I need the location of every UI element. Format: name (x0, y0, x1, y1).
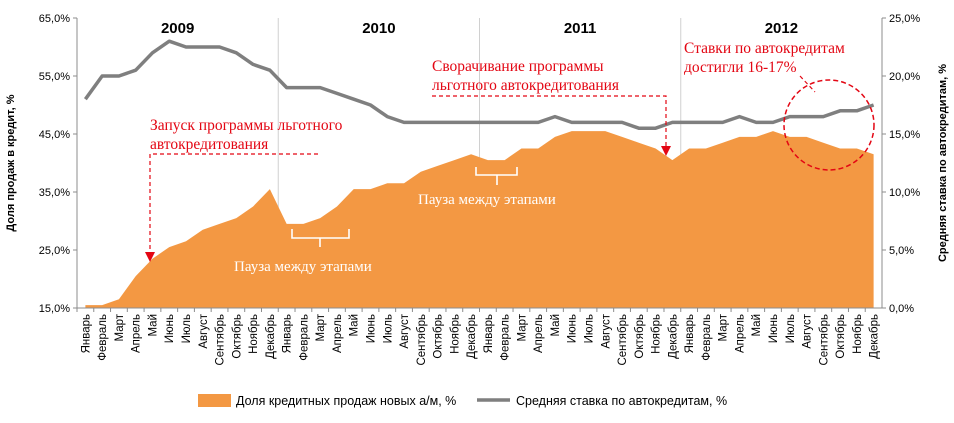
left-tick-label: 65,0% (39, 13, 70, 25)
month-label: Август (802, 313, 814, 348)
annotation-launch-line-1: Запуск программы льготного (150, 117, 343, 134)
month-label: Июль (584, 314, 596, 343)
month-label: Февраль (701, 314, 713, 361)
credit-share-area (85, 131, 874, 308)
right-tick-label: 20,0% (889, 71, 920, 83)
month-label: Февраль (97, 314, 109, 361)
right-tick-label: 5,0% (889, 245, 914, 257)
month-label: Август (600, 313, 612, 348)
month-label: Март (315, 313, 327, 341)
month-label: Май (147, 314, 159, 337)
left-tick-label: 45,0% (39, 129, 70, 141)
month-label: Сентябрь (617, 314, 629, 366)
legend: Доля кредитных продаж новых а/м, % Средн… (198, 394, 727, 408)
annotation-rates-line-2: достигли 16-17% (684, 59, 797, 76)
month-label: Апрель (533, 314, 545, 353)
annotation-rates-line-1: Ставки по автокредитам (684, 40, 845, 57)
month-label: Март (718, 313, 730, 341)
month-label: Март (114, 313, 126, 341)
annotation-rates-connector (799, 75, 816, 93)
pause-annotation-2: Пауза между этапами (418, 167, 556, 208)
right-axis-ticks: 0,0% 5,0% 10,0% 15,0% 20,0% 25,0% (882, 13, 920, 315)
annotation-wind-down: Сворачивание программы льготного автокре… (432, 58, 671, 156)
right-tick-label: 0,0% (889, 303, 914, 315)
month-label: Июль (785, 314, 797, 343)
pause-bracket-2 (475, 167, 518, 185)
month-label: Декабрь (869, 314, 881, 359)
legend-swatch-area (198, 394, 231, 407)
month-label: Июнь (768, 314, 780, 343)
month-label: Январь (684, 314, 696, 353)
month-label: Ноябрь (248, 314, 260, 354)
annotation-launch: Запуск программы льготного автокредитова… (145, 117, 343, 262)
month-label: Октябрь (835, 314, 847, 359)
year-label: 2011 (564, 20, 597, 37)
year-label: 2009 (161, 20, 194, 37)
annotation-wind-down-connector (432, 95, 667, 146)
month-label: Сентябрь (416, 314, 428, 366)
month-label: Ноябрь (651, 314, 663, 354)
month-label: Май (550, 314, 562, 337)
annotation-launch-arrowhead (145, 252, 155, 262)
month-label: Декабрь (667, 314, 679, 359)
pause-label-1: Пауза между этапами (234, 259, 372, 275)
legend-label-line: Средняя ставка по автокредитам, % (516, 394, 727, 408)
annotation-rates-circle (783, 79, 875, 171)
month-label: Май (349, 314, 361, 337)
month-label: Март (516, 313, 528, 341)
month-label: Август (399, 313, 411, 348)
month-label: Октябрь (231, 314, 243, 359)
rate-line (83, 39, 875, 130)
month-label: Январь (80, 314, 92, 353)
month-label: Февраль (298, 314, 310, 361)
month-label: Июнь (567, 314, 579, 343)
month-label: Июль (181, 314, 193, 343)
left-tick-label: 25,0% (39, 245, 70, 257)
month-label: Февраль (500, 314, 512, 361)
left-axis-title: Доля продаж в кредит, % (5, 94, 17, 231)
year-label: 2012 (765, 20, 798, 37)
left-axis-ticks: 15,0% 25,0% 35,0% 45,0% 55,0% 65,0% (39, 13, 77, 315)
month-label: Ноябрь (449, 314, 461, 354)
annotation-wind-down-line-1: Сворачивание программы (432, 58, 604, 75)
month-label: Ноябрь (852, 314, 864, 354)
year-labels: 2009 2010 2011 2012 (161, 20, 798, 37)
left-tick-label: 35,0% (39, 187, 70, 199)
month-labels: Январь Февраль Март Апрель Май Июнь Июль Август… (76, 308, 881, 366)
right-tick-label: 15,0% (889, 129, 920, 141)
month-label: Июнь (164, 314, 176, 343)
month-label: Январь (483, 314, 495, 353)
month-label: Апрель (131, 314, 143, 353)
month-label: Октябрь (433, 314, 445, 359)
month-label: Сентябрь (818, 314, 830, 366)
annotation-launch-connector (149, 153, 318, 252)
annotation-launch-line-2: автокредитования (150, 136, 268, 153)
month-label: Декабрь (466, 314, 478, 359)
pause-annotation-1: Пауза между этапами (234, 229, 372, 275)
month-label: Май (751, 314, 763, 337)
month-label: Июль (382, 314, 394, 343)
right-tick-label: 10,0% (889, 187, 920, 199)
month-label: Апрель (734, 314, 746, 353)
month-label: Апрель (332, 314, 344, 353)
month-label: Декабрь (265, 314, 277, 359)
left-tick-label: 15,0% (39, 303, 70, 315)
month-label: Октябрь (634, 314, 646, 359)
pause-bracket-1 (291, 229, 350, 247)
annotation-wind-down-arrowhead (661, 146, 671, 156)
annotation-rates: Ставки по автокредитам достигли 16-17% (684, 40, 875, 171)
legend-label-area: Доля кредитных продаж новых а/м, % (236, 394, 456, 408)
month-label: Январь (282, 314, 294, 353)
right-tick-label: 25,0% (889, 13, 920, 25)
month-label: Сентябрь (215, 314, 227, 366)
month-label: Июнь (365, 314, 377, 343)
year-label: 2010 (362, 20, 395, 37)
pause-label-2: Пауза между этапами (418, 192, 556, 208)
right-axis-title: Средняя ставка по автокредитам, % (937, 64, 949, 262)
month-label: Август (198, 313, 210, 348)
left-tick-label: 55,0% (39, 71, 70, 83)
annotation-wind-down-line-2: льготного автокредитования (432, 77, 619, 94)
